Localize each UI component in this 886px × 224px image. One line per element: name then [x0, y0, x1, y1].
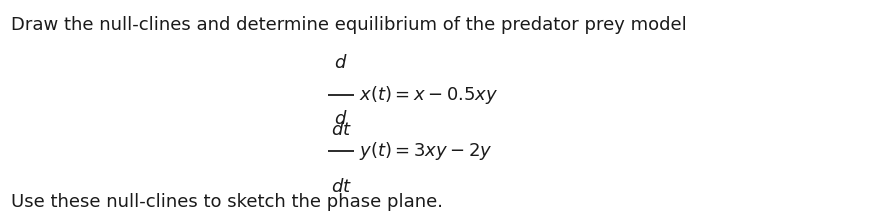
Text: $y(t) = 3xy - 2y$: $y(t) = 3xy - 2y$ — [359, 140, 493, 162]
Text: $\mathit{d}$: $\mathit{d}$ — [334, 110, 348, 128]
Text: $\mathit{dt}$: $\mathit{dt}$ — [330, 121, 352, 139]
Text: Draw the null-clines and determine equilibrium of the predator prey model: Draw the null-clines and determine equil… — [11, 16, 687, 34]
Text: $\mathit{d}$: $\mathit{d}$ — [334, 54, 348, 72]
Text: Use these null-clines to sketch the phase plane.: Use these null-clines to sketch the phas… — [11, 193, 443, 211]
Text: $\mathit{dt}$: $\mathit{dt}$ — [330, 178, 352, 196]
Text: $x(t) = x - 0.5xy$: $x(t) = x - 0.5xy$ — [359, 84, 498, 106]
